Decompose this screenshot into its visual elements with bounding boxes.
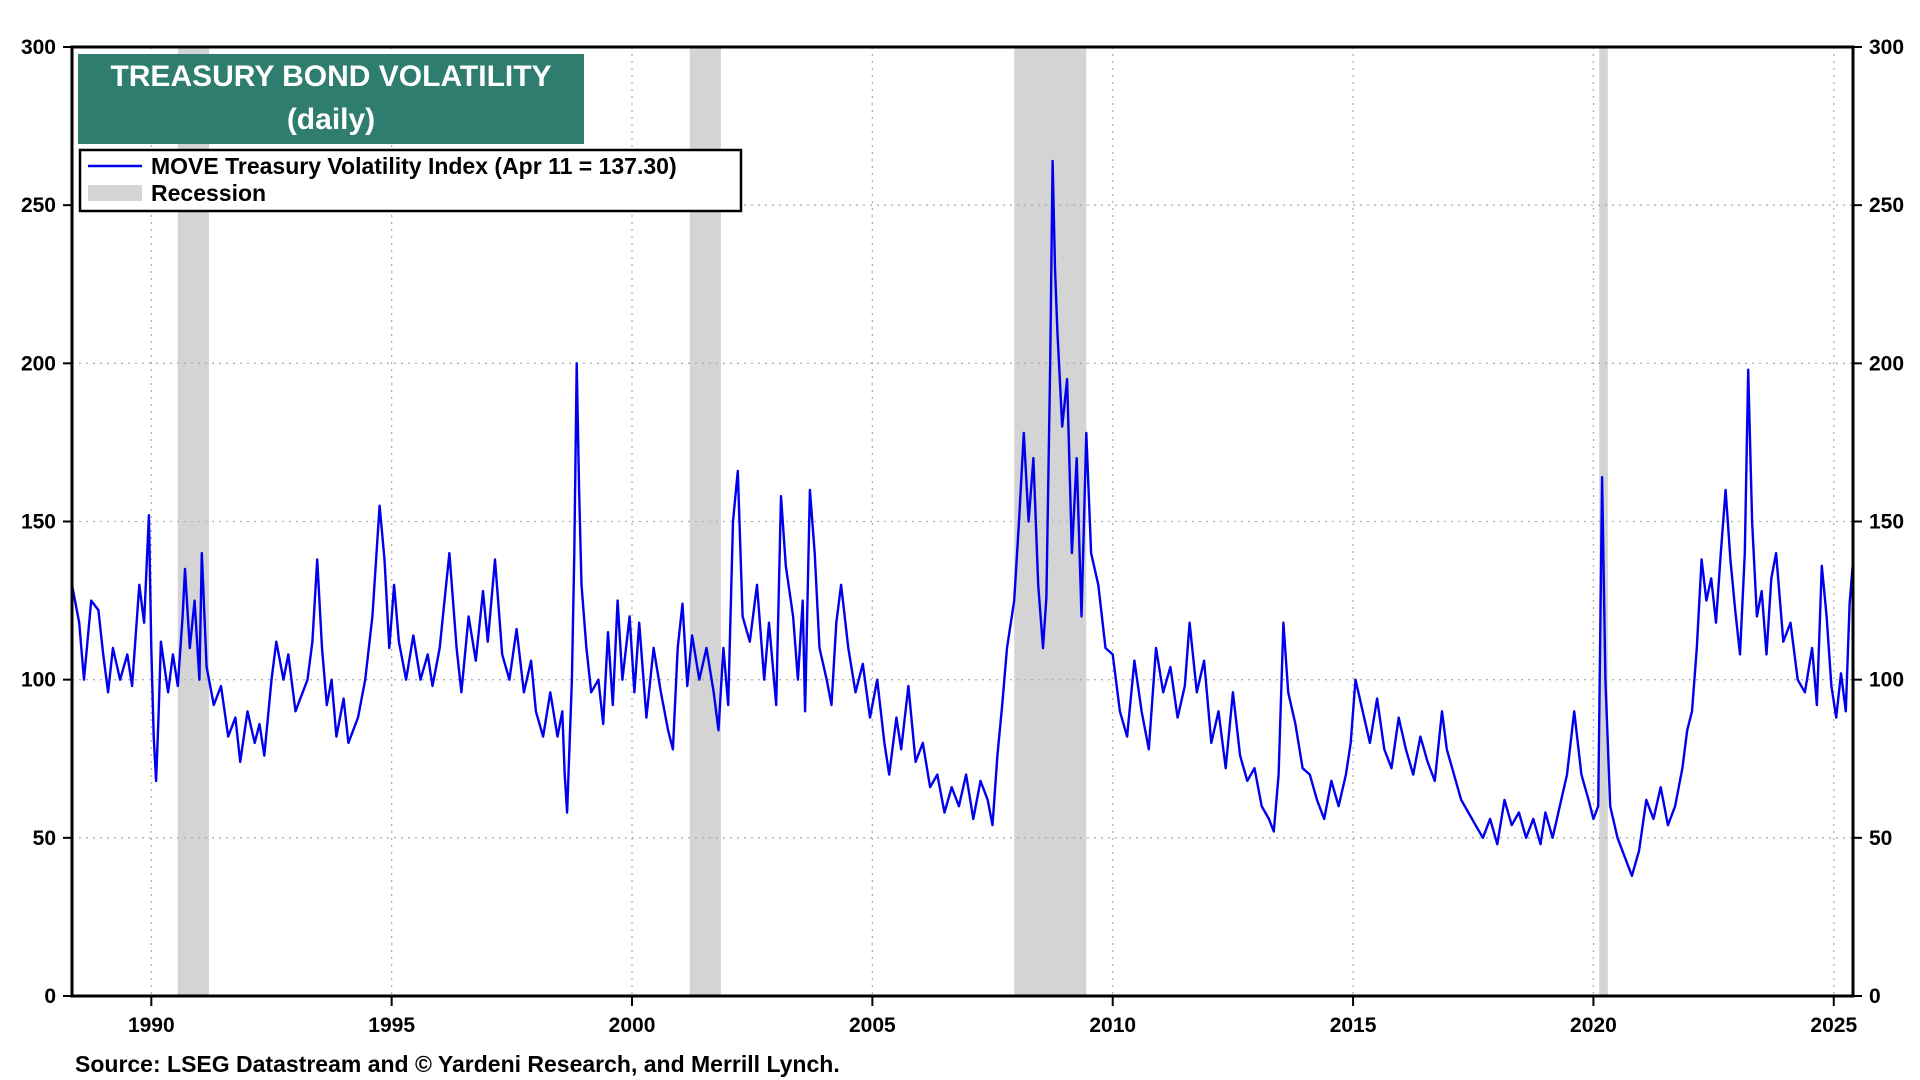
y-axis-left-ticks: 0 50 100 150 200 250 300	[21, 36, 72, 1008]
x-tick-label-6: 2020	[1570, 1014, 1617, 1037]
legend-label-recession: Recession	[151, 180, 266, 206]
y-tick-label-right-2: 100	[1869, 669, 1904, 692]
y-tick-label-right-4: 200	[1869, 352, 1904, 375]
source-note: Source: LSEG Datastream and © Yardeni Re…	[75, 1051, 840, 1077]
legend-label-move: MOVE Treasury Volatility Index (Apr 11 =…	[151, 153, 677, 179]
legend: MOVE Treasury Volatility Index (Apr 11 =…	[78, 148, 743, 213]
x-tick-label-3: 2005	[849, 1014, 896, 1037]
y-tick-label-left-3: 150	[21, 511, 56, 534]
x-tick-label-0: 1990	[128, 1014, 175, 1037]
y-tick-label-right-1: 50	[1869, 827, 1892, 850]
chart-title: TREASURY BOND VOLATILITY	[110, 60, 551, 93]
title-box: TREASURY BOND VOLATILITY (daily)	[78, 54, 584, 144]
y-tick-label-left-1: 50	[33, 827, 56, 850]
y-tick-label-left-2: 100	[21, 669, 56, 692]
x-tick-label-2: 2000	[609, 1014, 656, 1037]
series-layer	[70, 159, 1855, 877]
series-line-move-index	[70, 159, 1855, 877]
y-tick-label-left-0: 0	[44, 985, 56, 1008]
x-tick-label-7: 2025	[1810, 1014, 1857, 1037]
y-tick-label-right-6: 300	[1869, 36, 1904, 59]
y-tick-label-left-6: 300	[21, 36, 56, 59]
x-tick-label-4: 2010	[1089, 1014, 1136, 1037]
x-axis-ticks: 1990 1995 2000 2005 2010 2015 2020 2025	[128, 996, 1857, 1037]
x-tick-label-1: 1995	[368, 1014, 415, 1037]
y-tick-label-left-5: 250	[21, 194, 56, 217]
gridlines	[72, 47, 1853, 996]
y-tick-label-right-0: 0	[1869, 985, 1881, 1008]
y-axis-right-ticks: 0 50 100 150 200 250 300	[1853, 36, 1904, 1008]
legend-box	[78, 148, 743, 213]
legend-recession-swatch	[88, 185, 142, 201]
y-tick-label-right-5: 250	[1869, 194, 1904, 217]
chart-subtitle: (daily)	[287, 103, 375, 136]
y-tick-label-left-4: 200	[21, 352, 56, 375]
x-tick-label-5: 2015	[1330, 1014, 1377, 1037]
title-box-background	[78, 54, 584, 144]
y-tick-label-right-3: 150	[1869, 511, 1904, 534]
